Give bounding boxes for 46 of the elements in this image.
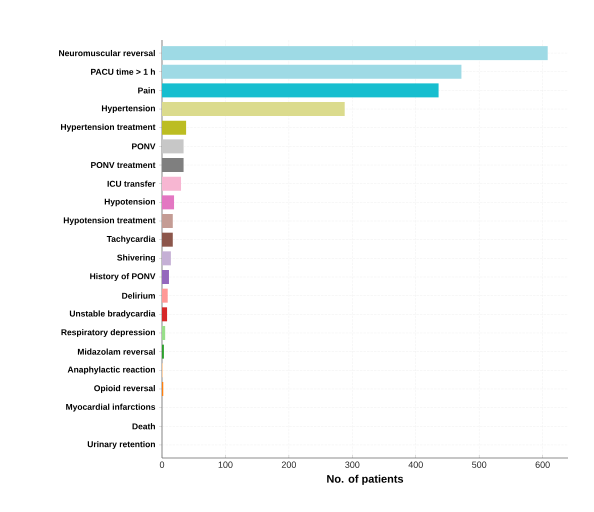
bar (162, 232, 173, 247)
y-tick-label: History of PONV (90, 273, 156, 281)
x-tick-label: 400 (408, 462, 423, 468)
y-tick-label: Delirium (122, 292, 155, 299)
y-tick-label: Anaphylactic reaction (68, 366, 155, 374)
bar (162, 139, 184, 154)
y-tick-label: Pain (138, 87, 155, 94)
y-tick-label: Neuromuscular reversal (59, 50, 155, 56)
y-tick-label: Myocardial infarctions (66, 404, 156, 412)
y-tick-label: Unstable bradycardia (70, 310, 156, 318)
y-tick-label: Shivering (117, 254, 155, 262)
bar (162, 251, 171, 266)
y-tick-label: PONV (132, 143, 156, 150)
bar (162, 83, 439, 98)
y-tick-label: Death (132, 423, 155, 430)
bar (162, 120, 186, 135)
bar (162, 158, 184, 172)
y-tick-label: PACU time > 1 h (91, 68, 155, 75)
bar (162, 195, 174, 210)
x-tick-label: 600 (536, 462, 550, 468)
y-tick-label: Urinary retention (88, 440, 155, 449)
y-tick-label: ICU transfer (108, 180, 156, 187)
y-tick-label: Respiratory depression (61, 329, 155, 337)
x-tick-label: 300 (345, 462, 360, 468)
bar (162, 214, 173, 228)
x-axis-title: No. of patients (327, 474, 404, 485)
y-tick-label: Opioid reversal (94, 385, 155, 393)
y-tick-label: Hypotension (104, 198, 155, 206)
bar (162, 46, 548, 60)
y-tick-label: Hypotension treatment (64, 217, 156, 225)
bar (162, 326, 166, 340)
x-tick-label: 200 (282, 462, 296, 468)
x-tick-label: 500 (472, 462, 486, 468)
bar (162, 102, 345, 116)
bar (162, 64, 462, 79)
x-tick-label: 0 (160, 462, 164, 468)
y-tick-label: Midazolam reversal (78, 348, 155, 355)
bar (162, 176, 182, 191)
y-tick-label: Tachycardia (106, 236, 156, 244)
y-tick-label: Hypertension treatment (61, 124, 156, 132)
bar (162, 307, 168, 322)
bar (162, 270, 169, 284)
y-tick-label: PONV treatment (91, 162, 156, 168)
y-tick-label: Hypertension (102, 105, 155, 113)
x-tick-label: 100 (218, 462, 233, 468)
bar (162, 288, 168, 303)
